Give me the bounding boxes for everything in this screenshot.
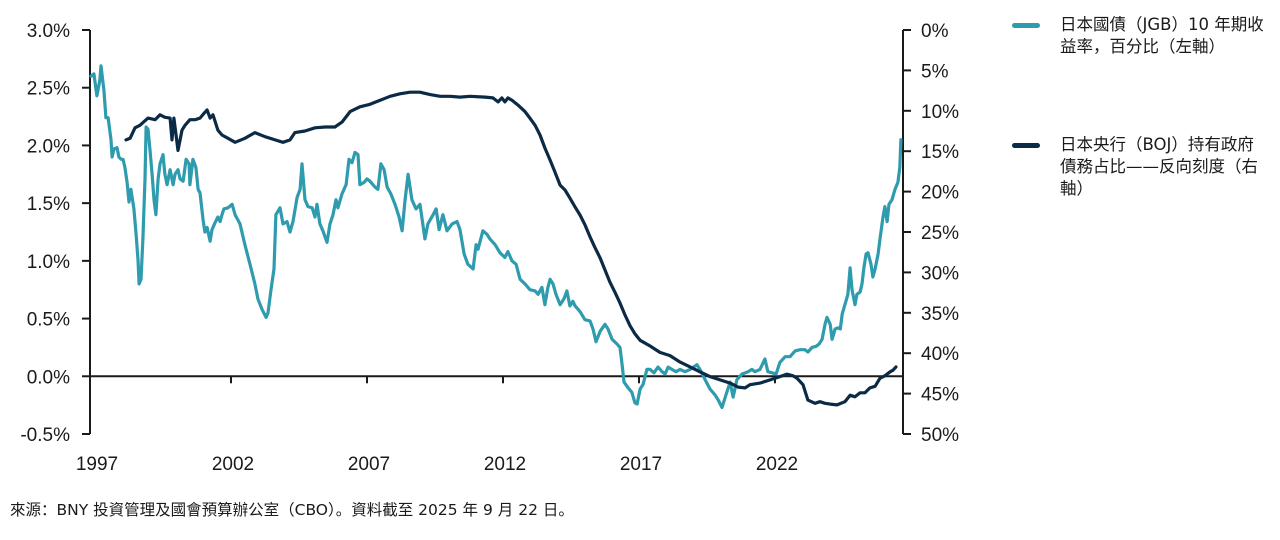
x-tick-label: 2012 xyxy=(484,454,526,475)
dual-axis-line-chart: 3.0% 2.5% 2.0% 1.5% 1.0% 0.5% 0.0% -0.5% 0% 5% 10… xyxy=(20,21,959,475)
source-note: 來源：BNY 投資管理及國會預算辦公室（CBO）。資料截至 2025 年 9 月… xyxy=(10,501,574,519)
right-y-axis: 0% 5% 10% 15% 20% 25% 30% 35% 40% 45% 50% xyxy=(902,21,959,446)
legend-label-boj: 日本央行（BOJ）持有政府債務占比——反向刻度（右軸） xyxy=(1060,135,1258,198)
legend-swatch-jgb-icon xyxy=(1012,23,1040,28)
left-tick-label: 0.5% xyxy=(27,310,70,331)
right-tick-label: 25% xyxy=(921,223,959,244)
legend-item-boj: 日本央行（BOJ）持有政府債務占比——反向刻度（右軸） xyxy=(1012,134,1265,200)
left-tick-label: 1.0% xyxy=(27,252,70,273)
x-tick-label: 2007 xyxy=(348,454,390,475)
left-y-axis: 3.0% 2.5% 2.0% 1.5% 1.0% 0.5% 0.0% -0.5% xyxy=(20,21,91,446)
right-tick-label: 40% xyxy=(921,344,959,365)
x-axis: 1997 2002 2007 2012 2017 2022 xyxy=(76,375,903,475)
x-tick-label: 2022 xyxy=(756,454,798,475)
left-tick-label: -0.5% xyxy=(20,425,70,446)
left-tick-label: 2.0% xyxy=(27,136,70,157)
right-tick-label: 45% xyxy=(921,385,959,406)
right-tick-label: 15% xyxy=(921,142,959,163)
right-tick-label: 10% xyxy=(921,102,959,123)
legend-label-jgb: 日本國債（JGB）10 年期收益率，百分比（左軸） xyxy=(1060,15,1264,56)
left-tick-label: 0.0% xyxy=(27,367,70,388)
x-tick-label: 2017 xyxy=(620,454,662,475)
left-tick-label: 1.5% xyxy=(27,194,70,215)
legend-item-jgb: 日本國債（JGB）10 年期收益率，百分比（左軸） xyxy=(1012,14,1265,58)
jgb-yield-line xyxy=(89,64,903,410)
legend-swatch-boj-icon xyxy=(1012,143,1040,148)
right-tick-label: 5% xyxy=(921,61,949,82)
left-tick-label: 3.0% xyxy=(27,21,70,42)
right-tick-label: 30% xyxy=(921,263,959,284)
right-tick-label: 0% xyxy=(921,21,949,42)
boj-holdings-line xyxy=(124,90,898,407)
x-tick-label: 1997 xyxy=(76,454,118,475)
series-layer xyxy=(89,64,903,410)
x-tick-label: 2002 xyxy=(212,454,254,475)
right-tick-label: 35% xyxy=(921,304,959,325)
left-tick-label: 2.5% xyxy=(27,79,70,100)
right-tick-label: 20% xyxy=(921,183,959,204)
right-tick-label: 50% xyxy=(921,425,959,446)
